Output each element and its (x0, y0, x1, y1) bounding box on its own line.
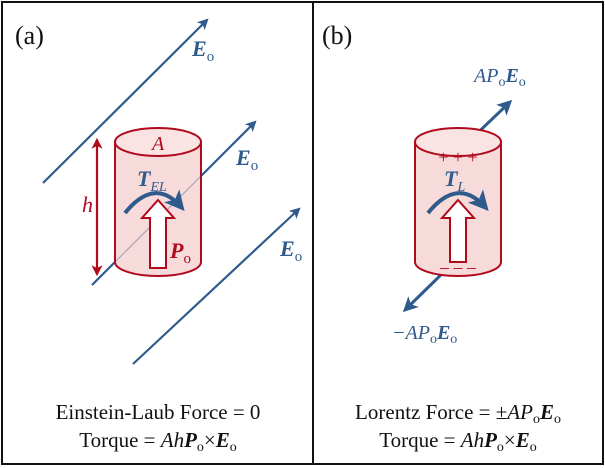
force-label-top: APoEo (472, 65, 526, 90)
caption-b-line1: Lorentz Force = ±APoEo (355, 400, 561, 427)
height-label: h (82, 192, 93, 217)
panel-b-label: (b) (322, 21, 352, 50)
field-label-a3: Eo (279, 236, 302, 265)
field-label-a1: Eo (191, 36, 214, 65)
field-label-a2: Eo (235, 145, 258, 174)
force-label-bottom: −APoEo (392, 322, 457, 347)
caption-a-line2: Torque = AhPo×Eo (79, 428, 237, 455)
charge-top: + + + (438, 147, 477, 167)
caption-b-line2: Torque = AhPo×Eo (379, 428, 537, 455)
panel-a-label: (a) (15, 21, 44, 50)
cylinder-area-label: A (150, 133, 165, 155)
panel-b: (b) + + + – – – TL APoEo −APoEo Lorentz … (322, 21, 561, 455)
panel-a: (a) Eo Eo Eo h A TEL Po Einstein-Laub Fo… (15, 20, 302, 455)
caption-a-line1: Einstein-Laub Force = 0 (56, 400, 261, 424)
